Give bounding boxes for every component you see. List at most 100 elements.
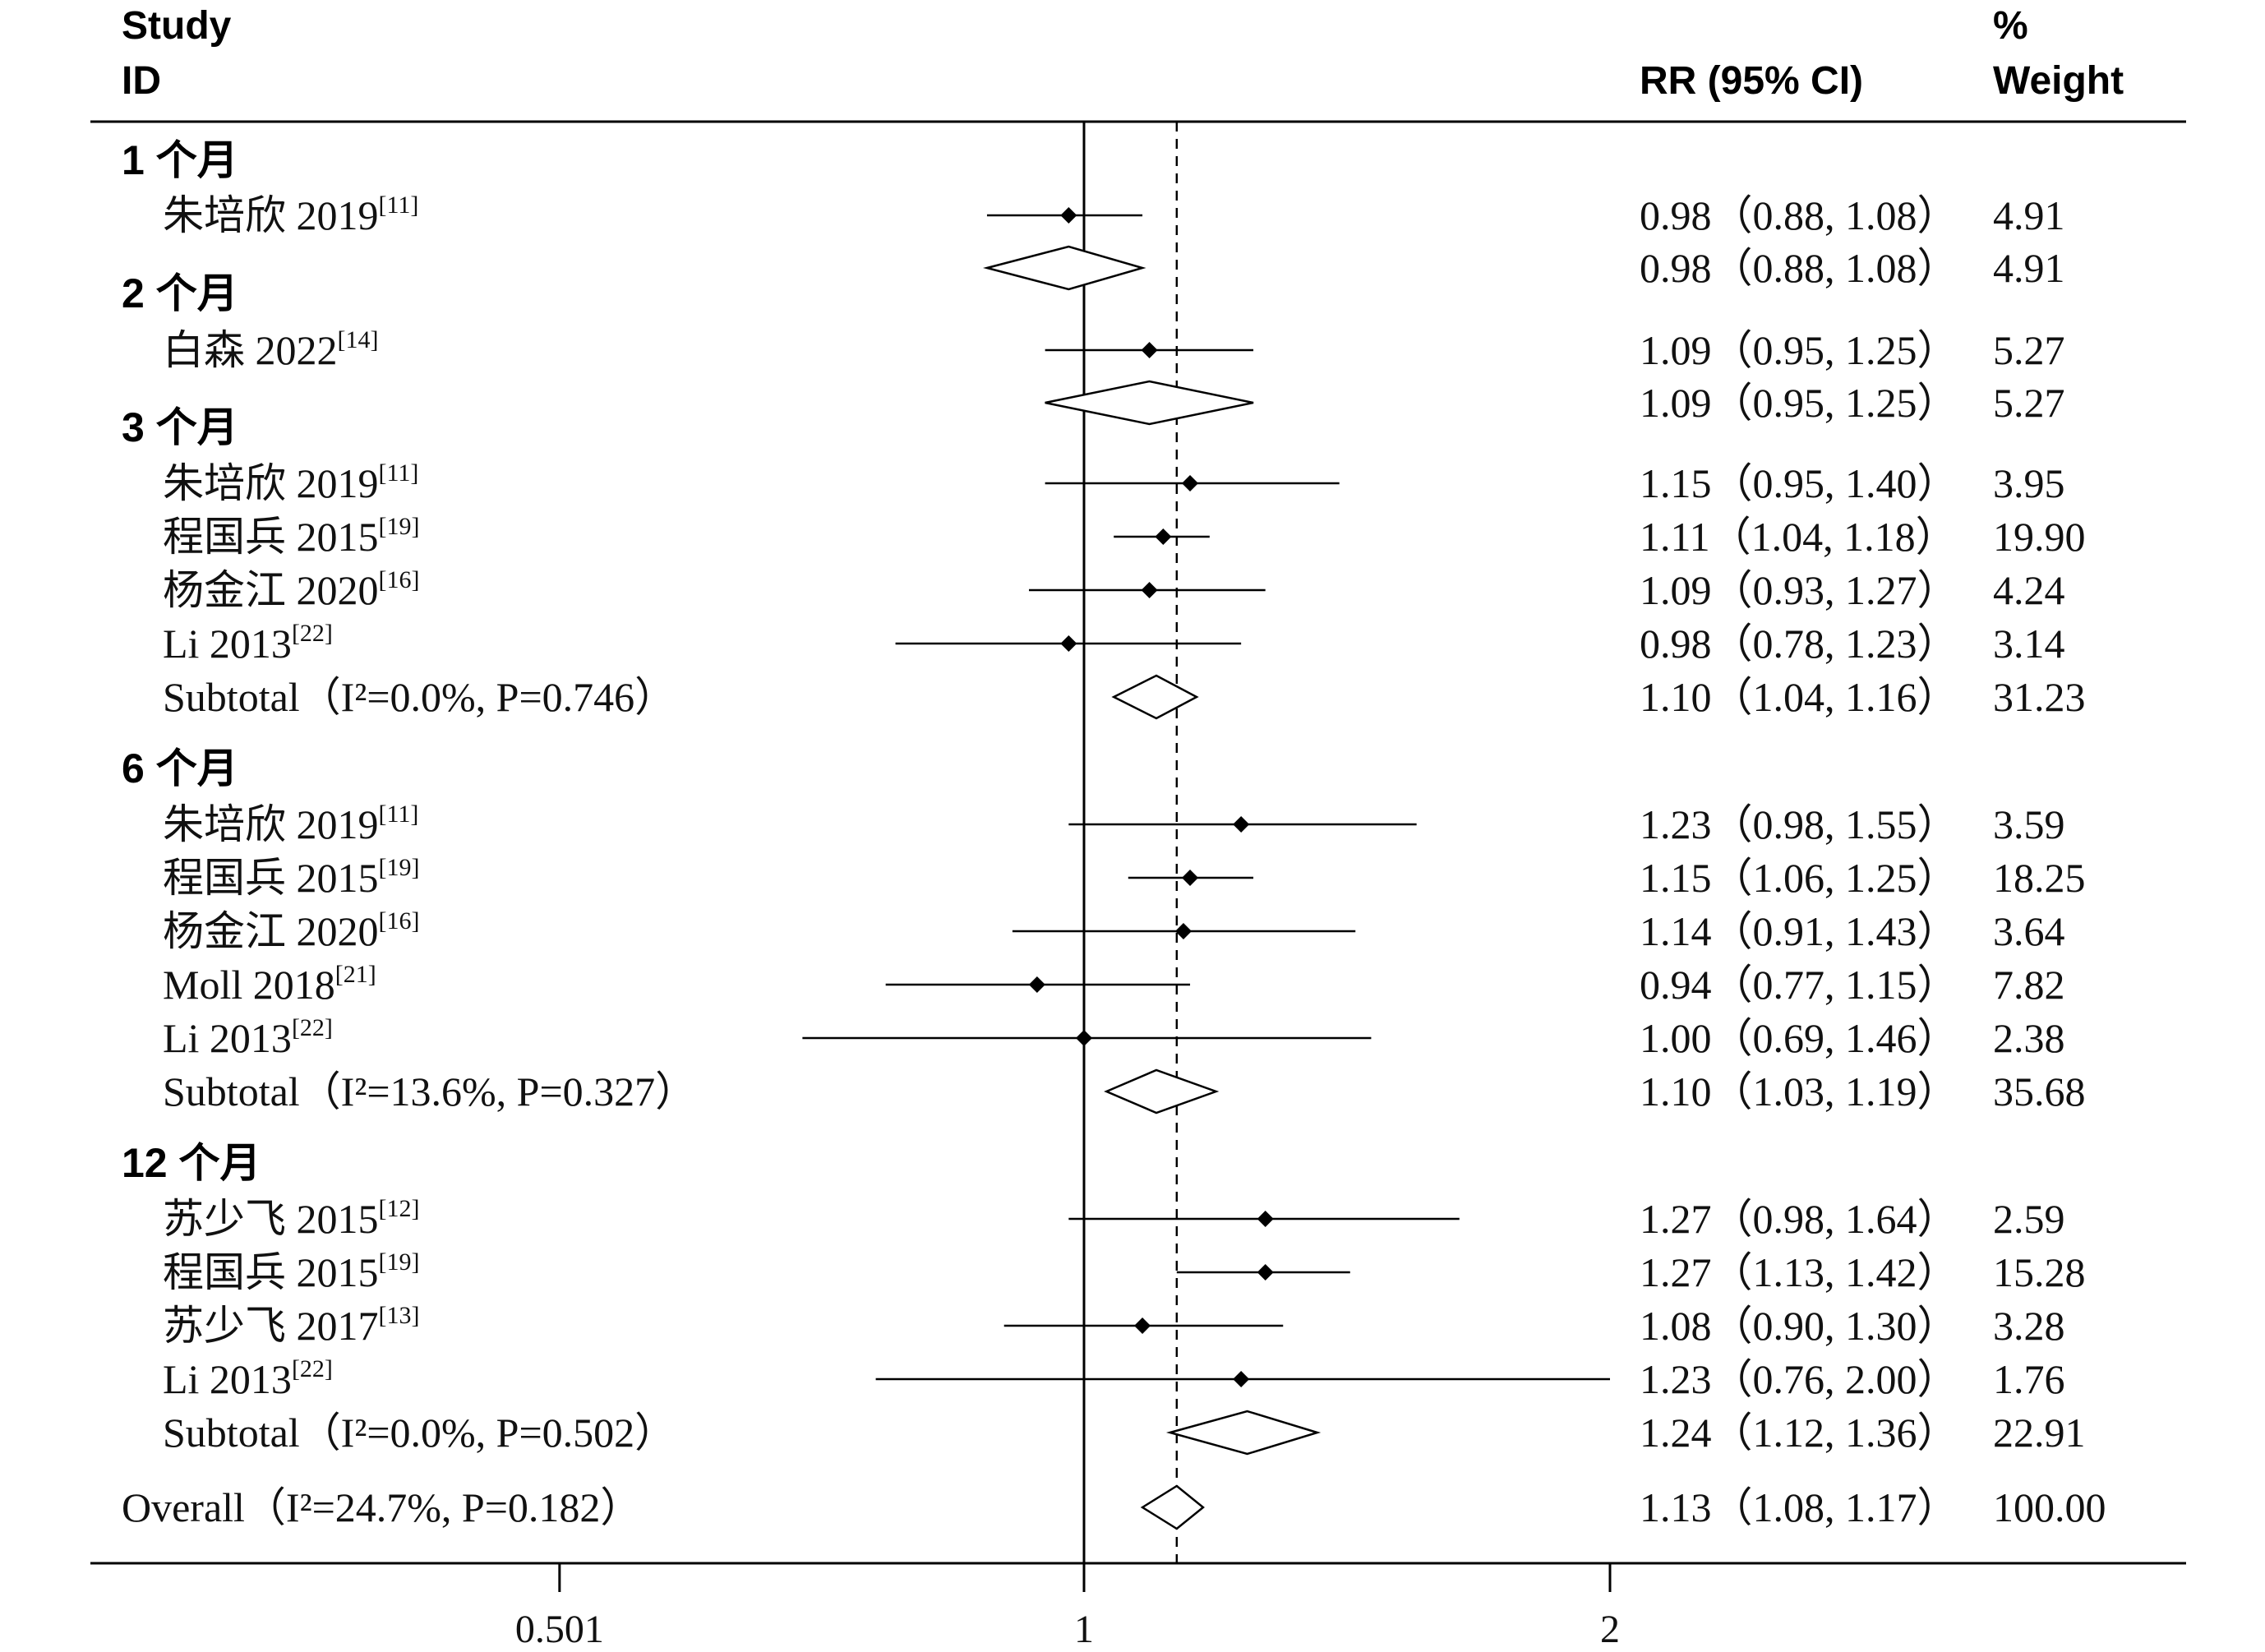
study-ci: 1.11（1.04, 1.18） <box>1640 514 1957 560</box>
study-label: Moll 2018[21] <box>163 961 376 1008</box>
study-ci: 1.27（1.13, 1.42） <box>1640 1249 1958 1295</box>
subtotal-ci: 0.98（0.88, 1.08） <box>1640 245 1958 291</box>
point-estimate <box>1257 1264 1274 1281</box>
study-ci: 1.09（0.93, 1.27） <box>1640 567 1958 613</box>
point-estimate <box>1134 1317 1151 1334</box>
study-weight: 15.28 <box>1993 1249 2086 1295</box>
study-reference: [11] <box>379 459 419 487</box>
study-reference: [11] <box>379 192 419 219</box>
subtotal-label: Subtotal（I²=0.0%, P=0.746） <box>163 674 676 720</box>
subtotal-diamond <box>1165 1410 1322 1456</box>
study-reference: [22] <box>292 1355 333 1382</box>
header-percent: % <box>1993 4 2028 48</box>
study-weight: 3.64 <box>1993 908 2065 954</box>
subtotal-ci: 1.24（1.12, 1.36） <box>1640 1410 1958 1456</box>
study-label: Li 2013[22] <box>163 620 333 667</box>
study-name: 程国兵 2015 <box>163 1249 379 1295</box>
point-estimate <box>1182 870 1199 886</box>
x-axis-ticks: 0.501 1 2 <box>515 1563 1620 1651</box>
study-name: Li 2013 <box>163 621 292 667</box>
study-reference: [22] <box>292 1014 333 1041</box>
subtotal-weight: 5.27 <box>1993 380 2065 426</box>
study-reference: [16] <box>379 907 420 934</box>
subtotal-diamond <box>983 245 1146 291</box>
subtotal-ci: 1.09（0.95, 1.25） <box>1640 380 1958 426</box>
study-label: 杨金江 2020[16] <box>163 907 419 954</box>
overall-ci: 1.13（1.08, 1.17） <box>1640 1484 1958 1530</box>
point-estimate <box>1060 635 1077 652</box>
study-reference: [19] <box>379 513 420 540</box>
point-estimate <box>1182 475 1199 491</box>
study-name: 朱培欣 2019 <box>163 460 379 506</box>
study-ci: 1.27（0.98, 1.64） <box>1640 1196 1958 1242</box>
study-weight: 4.24 <box>1993 567 2065 613</box>
study-reference: [11] <box>379 801 419 828</box>
study-ci: 0.98（0.78, 1.23） <box>1640 621 1958 667</box>
study-name: 朱培欣 2019 <box>163 192 379 238</box>
study-reference: [21] <box>335 961 376 988</box>
point-estimate <box>1076 1030 1092 1046</box>
header-rr-ci: RR (95% CI) <box>1640 59 1863 103</box>
study-name: 程国兵 2015 <box>163 855 379 901</box>
study-ci: 0.98（0.88, 1.08） <box>1640 192 1958 238</box>
study-ci: 1.15（0.95, 1.40） <box>1640 460 1958 506</box>
study-ci: 1.23（0.98, 1.55） <box>1640 801 1958 847</box>
subtotal-label: Subtotal（I²=0.0%, P=0.502） <box>163 1410 676 1456</box>
study-name: 程国兵 2015 <box>163 514 379 560</box>
study-name: Li 2013 <box>163 1015 292 1061</box>
subtotal-ci: 1.10（1.04, 1.16） <box>1640 674 1958 720</box>
study-weight: 18.25 <box>1993 855 2086 901</box>
study-label: 朱培欣 2019[11] <box>163 192 418 238</box>
study-ci: 1.00（0.69, 1.46） <box>1640 1015 1958 1061</box>
study-label: 杨金江 2020[16] <box>163 566 419 613</box>
study-reference: [12] <box>379 1195 420 1222</box>
study-ci: 0.94（0.77, 1.15） <box>1640 962 1958 1008</box>
study-weight: 3.59 <box>1993 801 2065 847</box>
study-label: 朱培欣 2019[11] <box>163 459 418 506</box>
study-label: 程国兵 2015[19] <box>163 1248 419 1295</box>
study-weight: 19.90 <box>1993 514 2086 560</box>
header-weight: Weight <box>1993 59 2124 103</box>
study-reference: [16] <box>379 566 420 593</box>
study-name: 苏少飞 2017 <box>163 1303 379 1349</box>
study-ci: 1.15（1.06, 1.25） <box>1640 855 1958 901</box>
group-label: 3 个月 <box>122 404 238 450</box>
study-weight: 3.95 <box>1993 460 2065 506</box>
study-label: Li 2013[22] <box>163 1355 333 1402</box>
x-tick-label: 0.501 <box>515 1608 604 1651</box>
subtotal-ci: 1.10（1.03, 1.19） <box>1640 1068 1958 1114</box>
study-weight: 3.28 <box>1993 1303 2065 1349</box>
header-study: Study <box>122 4 232 48</box>
subtotal-label: Subtotal（I²=13.6%, P=0.327） <box>163 1068 696 1114</box>
x-tick-label: 2 <box>1600 1608 1620 1651</box>
study-name: 杨金江 2020 <box>163 567 379 613</box>
point-estimate <box>1174 923 1192 939</box>
study-name: 白森 2022 <box>163 327 338 373</box>
group-label: 1 个月 <box>122 137 238 183</box>
study-ci: 1.14（0.91, 1.43） <box>1640 908 1958 954</box>
x-tick-label: 1 <box>1074 1608 1094 1651</box>
subtotal-diamond <box>1104 1068 1220 1114</box>
group-label: 2 个月 <box>122 270 238 316</box>
study-weight: 3.14 <box>1993 621 2065 667</box>
study-label: 朱培欣 2019[11] <box>163 801 418 847</box>
subtotal-diamond <box>1111 674 1199 720</box>
study-ci: 1.09（0.95, 1.25） <box>1640 327 1958 373</box>
study-weight: 2.59 <box>1993 1196 2065 1242</box>
study-name: Li 2013 <box>163 1356 292 1402</box>
subtotal-diamond <box>1045 380 1254 426</box>
overall-label: Overall（I²=24.7%, P=0.182） <box>122 1484 641 1530</box>
group-label: 6 个月 <box>122 745 238 791</box>
point-estimate <box>1141 342 1158 358</box>
subtotal-weight: 31.23 <box>1993 674 2086 720</box>
study-ci: 1.23（0.76, 2.00） <box>1640 1356 1958 1402</box>
study-name: 苏少飞 2015 <box>163 1196 379 1242</box>
study-name: 朱培欣 2019 <box>163 801 379 847</box>
study-reference: [19] <box>379 1248 420 1276</box>
study-label: 苏少飞 2015[12] <box>163 1195 419 1242</box>
point-estimate <box>1028 976 1045 993</box>
study-label: Li 2013[22] <box>163 1014 333 1061</box>
study-ci: 1.08（0.90, 1.30） <box>1640 1303 1958 1349</box>
